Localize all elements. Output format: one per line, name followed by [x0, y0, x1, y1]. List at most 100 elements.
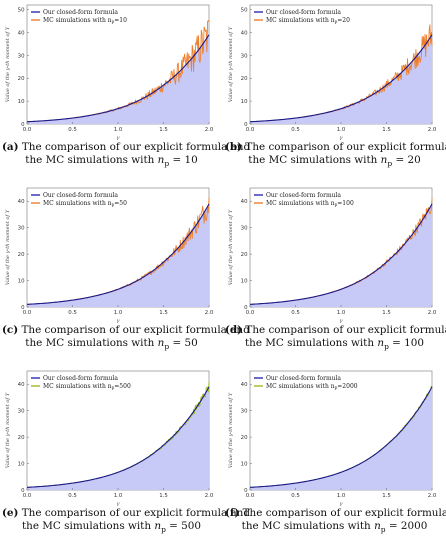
- formula-series-line: [249, 203, 433, 305]
- y-tick-label: 0: [21, 122, 25, 128]
- y-tick-label: 0: [21, 488, 25, 494]
- panel-caption: (b) The comparison of our explicit formu…: [225, 141, 446, 169]
- chart-panel-c: 0.0 0.5 1.0 1.5 2.0 0 10 20 30 40 γ Value of the γ-…: [0, 183, 250, 366]
- x-tick-label: 1.0: [114, 127, 123, 133]
- x-tick-label: 0.0: [246, 310, 255, 316]
- y-axis-label: Value of the γ-th moment of Y: [228, 209, 234, 285]
- y-axis-label: Value of the γ-th moment of Y: [228, 26, 234, 102]
- x-axis-label: γ: [340, 135, 343, 141]
- y-axis-label: Value of the γ-th moment of Y: [228, 392, 234, 468]
- chart-panel-f: 0.0 0.5 1.0 1.5 2.0 0 10 20 30 40 γ Value of the γ-…: [223, 366, 446, 549]
- legend-mc-label: MC simulations with np=50: [43, 200, 127, 207]
- chart-svg: 0.0 0.5 1.0 1.5 2.0 0 10 20 30 40 γ Value of the γ-…: [5, 370, 214, 507]
- chart-svg: 0.0 0.5 1.0 1.5 2.0 0 10 20 30 40 γ Value of the γ-…: [228, 187, 437, 324]
- x-tick-label: 1.0: [114, 493, 123, 499]
- y-tick-label: 10: [241, 462, 248, 468]
- y-tick-label: 30: [241, 226, 248, 232]
- x-tick-label: 2.0: [205, 127, 214, 133]
- chart-svg: 0.0 0.5 1.0 1.5 2.0 0 10 20 30 40 γ Value of the γ-…: [228, 370, 437, 507]
- y-tick-label: 10: [18, 279, 25, 285]
- y-tick-label: 0: [21, 305, 25, 311]
- formula-area-fill: [250, 34, 432, 124]
- panel-caption: (c) The comparison of our explicit formu…: [2, 324, 250, 352]
- legend-mc-label: MC simulations with np=2000: [266, 383, 358, 390]
- x-tick-label: 2.0: [205, 493, 214, 499]
- x-tick-label: 1.0: [114, 310, 123, 316]
- x-tick-label: 1.0: [337, 127, 346, 133]
- y-tick-label: 20: [18, 252, 25, 258]
- legend-formula-label: Our closed-form formula: [266, 192, 341, 199]
- legend-mc-label: MC simulations with np=20: [266, 17, 350, 24]
- formula-area-fill: [27, 386, 209, 490]
- panel-caption: (e) The comparison of our explicit formu…: [2, 507, 250, 535]
- y-axis-label: Value of the γ-th moment of Y: [5, 392, 11, 468]
- y-tick-label: 0: [244, 488, 248, 494]
- legend-formula-label: Our closed-form formula: [43, 375, 118, 382]
- y-tick-label: 20: [241, 76, 248, 82]
- panel-tag: (a): [2, 141, 19, 153]
- chart-svg: 0.0 0.5 1.0 1.5 2.0 0 10 20 30 40 50 γ Value of the …: [228, 4, 437, 141]
- x-tick-label: 0.5: [68, 493, 77, 499]
- x-tick-label: 1.5: [382, 310, 391, 316]
- y-tick-label: 50: [18, 8, 25, 14]
- x-tick-label: 0.0: [23, 493, 32, 499]
- panel-tag: (f): [225, 507, 240, 519]
- y-tick-label: 10: [241, 279, 248, 285]
- y-tick-label: 10: [241, 99, 248, 105]
- x-tick-label: 1.5: [159, 127, 168, 133]
- legend-formula-label: Our closed-form formula: [266, 375, 341, 382]
- chart-panel-e: 0.0 0.5 1.0 1.5 2.0 0 10 20 30 40 γ Value of the γ-…: [0, 366, 250, 549]
- y-tick-label: 0: [244, 305, 248, 311]
- formula-area-fill: [250, 386, 432, 490]
- x-axis-label: γ: [117, 501, 120, 507]
- y-axis-label: Value of the γ-th moment of Y: [5, 209, 11, 285]
- x-tick-label: 1.5: [382, 127, 391, 133]
- x-tick-label: 0.0: [23, 310, 32, 316]
- legend-mc-label: MC simulations with np=100: [266, 200, 354, 207]
- x-tick-label: 1.5: [159, 310, 168, 316]
- chart-panel-a: 0.0 0.5 1.0 1.5 2.0 0 10 20 30 40 50 γ Value of the …: [0, 0, 251, 183]
- x-tick-label: 1.0: [337, 310, 346, 316]
- legend-mc-label: MC simulations with np=500: [43, 383, 131, 390]
- y-tick-label: 40: [18, 30, 25, 36]
- panel-tag: (d): [225, 324, 243, 336]
- y-tick-label: 40: [241, 199, 248, 205]
- x-tick-label: 1.0: [337, 493, 346, 499]
- x-tick-label: 0.5: [291, 310, 300, 316]
- y-tick-label: 20: [241, 435, 248, 441]
- x-tick-label: 2.0: [205, 310, 214, 316]
- formula-series-line: [26, 34, 210, 123]
- formula-area-fill: [27, 34, 209, 124]
- x-tick-label: 2.0: [428, 493, 437, 499]
- y-tick-label: 40: [18, 382, 25, 388]
- y-tick-label: 40: [18, 199, 25, 205]
- y-tick-label: 30: [18, 409, 25, 415]
- y-tick-label: 10: [18, 99, 25, 105]
- y-tick-label: 40: [241, 382, 248, 388]
- chart-svg: 0.0 0.5 1.0 1.5 2.0 0 10 20 30 40 γ Value of the γ-…: [5, 187, 214, 324]
- y-tick-label: 30: [241, 53, 248, 59]
- legend-mc-label: MC simulations with np=10: [43, 17, 127, 24]
- y-axis-label: Value of the γ-th moment of Y: [5, 26, 11, 102]
- panel-caption: (a) The comparison of our explicit formu…: [2, 141, 251, 169]
- legend-formula-label: Our closed-form formula: [43, 192, 118, 199]
- formula-series-line: [26, 203, 210, 305]
- panel-caption: (d) The comparison of our explicit formu…: [225, 324, 446, 352]
- y-tick-label: 30: [18, 53, 25, 59]
- x-tick-label: 0.5: [68, 310, 77, 316]
- x-tick-label: 1.5: [382, 493, 391, 499]
- y-tick-label: 20: [18, 76, 25, 82]
- x-axis-label: γ: [117, 318, 120, 324]
- legend-formula-label: Our closed-form formula: [43, 9, 118, 16]
- y-tick-label: 20: [18, 435, 25, 441]
- formula-series-line: [26, 386, 210, 488]
- formula-area-fill: [250, 203, 432, 307]
- panel-tag: (c): [2, 324, 19, 336]
- y-tick-label: 10: [18, 462, 25, 468]
